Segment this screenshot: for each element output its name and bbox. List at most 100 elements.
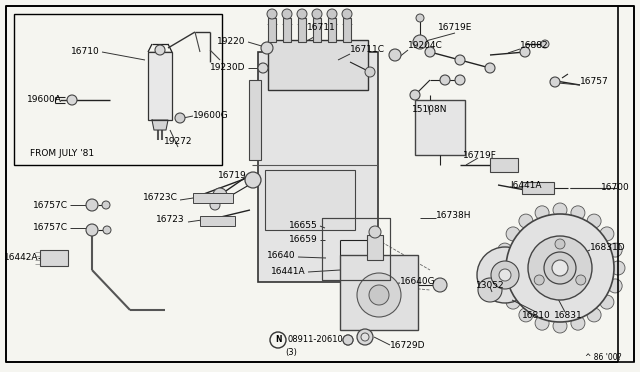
Bar <box>268 40 368 90</box>
Text: 15108N: 15108N <box>412 106 448 115</box>
Bar <box>328 18 336 42</box>
Circle shape <box>520 47 530 57</box>
Circle shape <box>410 90 420 100</box>
Circle shape <box>67 95 77 105</box>
Circle shape <box>499 269 511 281</box>
Circle shape <box>175 113 185 123</box>
Text: (3): (3) <box>285 347 297 356</box>
Circle shape <box>433 278 447 292</box>
Text: 16659: 16659 <box>289 235 318 244</box>
Circle shape <box>544 252 576 284</box>
Circle shape <box>440 75 450 85</box>
Bar <box>340 255 418 330</box>
Text: ^ 86 '00?: ^ 86 '00? <box>586 353 622 362</box>
Circle shape <box>498 279 512 293</box>
Text: N: N <box>275 336 281 344</box>
Bar <box>148 52 172 120</box>
Circle shape <box>608 279 622 293</box>
Circle shape <box>491 261 519 289</box>
Text: FROM JULY '81: FROM JULY '81 <box>30 148 94 157</box>
Bar <box>343 18 351 42</box>
Circle shape <box>213 188 227 202</box>
Bar <box>265 170 355 230</box>
Bar <box>249 80 261 160</box>
Circle shape <box>327 9 337 19</box>
Circle shape <box>312 9 322 19</box>
Circle shape <box>361 333 369 341</box>
Text: 16757C: 16757C <box>33 222 68 231</box>
Text: 16757C: 16757C <box>33 201 68 209</box>
Circle shape <box>357 273 401 317</box>
Bar <box>322 218 390 280</box>
Circle shape <box>555 239 565 249</box>
Circle shape <box>210 200 220 210</box>
Text: 16882: 16882 <box>520 42 548 51</box>
Circle shape <box>261 42 273 54</box>
Text: 16640G: 16640G <box>400 278 436 286</box>
Circle shape <box>389 49 401 61</box>
Bar <box>258 52 378 282</box>
Circle shape <box>506 227 520 241</box>
Circle shape <box>571 316 585 330</box>
Circle shape <box>611 261 625 275</box>
Circle shape <box>365 67 375 77</box>
Circle shape <box>485 63 495 73</box>
Circle shape <box>245 172 261 188</box>
Circle shape <box>550 77 560 87</box>
Circle shape <box>608 243 622 257</box>
Text: 19600A: 19600A <box>27 96 62 105</box>
Circle shape <box>587 214 601 228</box>
Text: 19220: 19220 <box>216 38 245 46</box>
Circle shape <box>86 224 98 236</box>
Circle shape <box>498 243 512 257</box>
Text: 19230D: 19230D <box>209 64 245 73</box>
Bar <box>193 193 233 203</box>
Text: 19272: 19272 <box>164 138 192 147</box>
Circle shape <box>342 9 352 19</box>
Circle shape <box>552 260 568 276</box>
Bar <box>490 158 518 172</box>
Text: I6441A: I6441A <box>510 180 541 189</box>
Text: 16831: 16831 <box>554 311 582 320</box>
Text: 16729D: 16729D <box>390 340 426 350</box>
Circle shape <box>571 206 585 220</box>
Polygon shape <box>152 120 168 130</box>
Bar <box>415 100 465 155</box>
Bar <box>14 14 222 165</box>
Circle shape <box>519 214 533 228</box>
Circle shape <box>541 40 549 48</box>
Circle shape <box>369 226 381 238</box>
Circle shape <box>102 201 110 209</box>
Text: 08911-20610: 08911-20610 <box>288 336 344 344</box>
Circle shape <box>155 45 165 55</box>
Circle shape <box>369 285 389 305</box>
Circle shape <box>553 319 567 333</box>
Bar <box>522 182 554 194</box>
Circle shape <box>519 308 533 322</box>
Circle shape <box>600 227 614 241</box>
Text: 16700: 16700 <box>601 183 630 192</box>
Circle shape <box>506 214 614 322</box>
Text: 16723: 16723 <box>156 215 185 224</box>
Text: 13052: 13052 <box>476 280 504 289</box>
Bar <box>200 216 235 226</box>
Circle shape <box>357 329 373 345</box>
Circle shape <box>535 206 549 220</box>
Circle shape <box>86 199 98 211</box>
Text: 16442A: 16442A <box>3 253 38 263</box>
Circle shape <box>576 275 586 285</box>
Circle shape <box>506 295 520 309</box>
Circle shape <box>535 316 549 330</box>
Text: 16723C: 16723C <box>143 193 178 202</box>
Circle shape <box>267 9 277 19</box>
Circle shape <box>258 63 268 73</box>
Circle shape <box>343 335 353 345</box>
Text: 16719F: 16719F <box>463 151 497 160</box>
Circle shape <box>553 203 567 217</box>
Bar <box>298 18 306 42</box>
Circle shape <box>413 35 427 49</box>
Text: 16711: 16711 <box>307 23 335 32</box>
Text: 16738H: 16738H <box>436 211 472 219</box>
Circle shape <box>343 335 353 345</box>
Circle shape <box>477 247 533 303</box>
